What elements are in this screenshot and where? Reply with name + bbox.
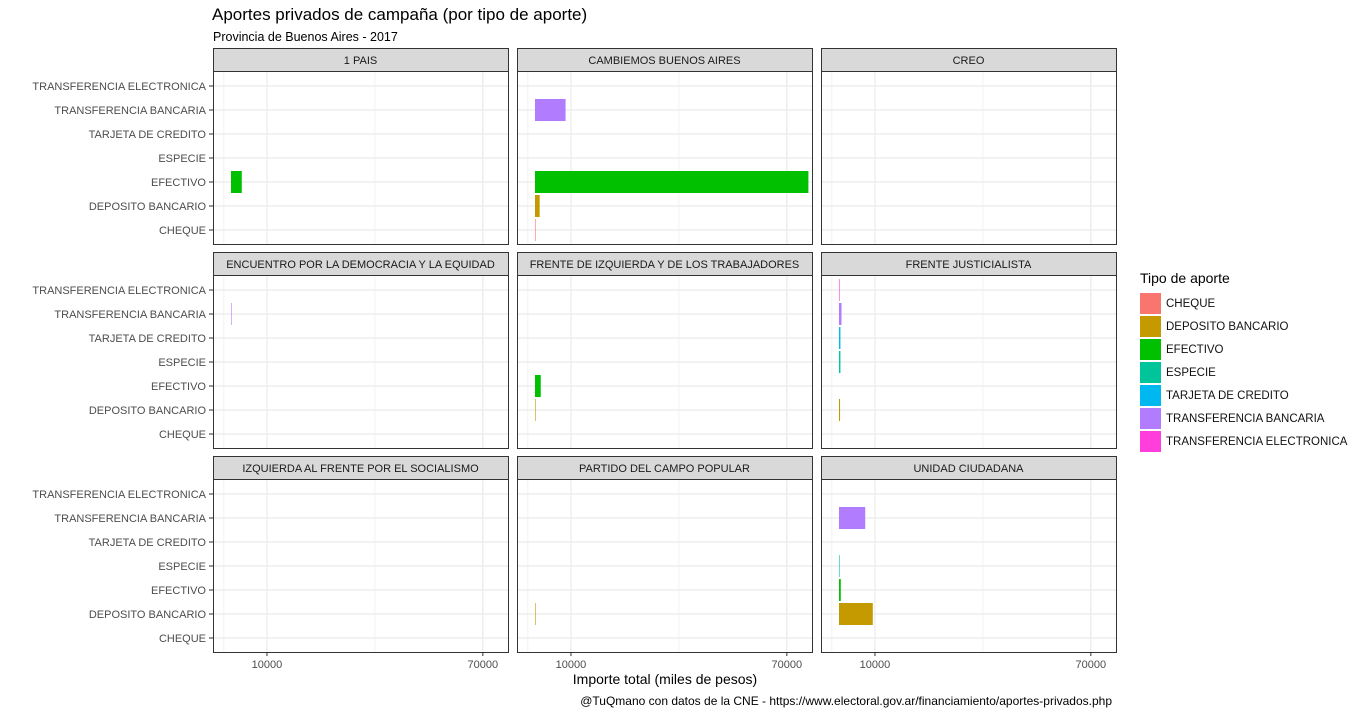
legend-item: ESPECIE	[1140, 361, 1347, 384]
y-tick-label: DEPOSITO BANCARIO	[89, 609, 207, 621]
y-tick-label: TRANSFERENCIA ELECTRONICA	[32, 81, 206, 93]
bar	[534, 603, 536, 625]
y-tick-label: TRANSFERENCIA BANCARIA	[54, 105, 206, 117]
y-tick-label: ESPECIE	[158, 153, 206, 165]
y-tick-label: ESPECIE	[158, 561, 206, 573]
bar	[838, 555, 840, 577]
facet-strip-label: CREO	[953, 55, 985, 67]
bar	[534, 171, 809, 193]
caption: @TuQmano con datos de la CNE - https://w…	[580, 694, 1112, 708]
y-tick-label: CHEQUE	[159, 633, 206, 645]
y-tick-label: TRANSFERENCIA ELECTRONICA	[32, 285, 206, 297]
chart-title: Aportes privados de campaña (por tipo de…	[212, 5, 588, 24]
x-tick-label: 10000	[556, 659, 587, 670]
bar	[838, 603, 873, 625]
bar	[230, 303, 232, 325]
panel-border	[821, 275, 1117, 449]
x-tick-label: 70000	[772, 659, 803, 670]
panel-border	[213, 479, 509, 653]
bar	[534, 99, 566, 121]
panel-border	[821, 479, 1117, 653]
legend-label: TRANSFERENCIA ELECTRONICA	[1166, 435, 1348, 448]
y-tick-label: ESPECIE	[158, 357, 206, 369]
bar	[838, 507, 866, 529]
panel-border	[213, 275, 509, 449]
legend-item: CHEQUE	[1140, 292, 1347, 315]
legend-item: TARJETA DE CREDITO	[1140, 384, 1347, 407]
y-tick-label: DEPOSITO BANCARIO	[89, 405, 207, 417]
chart-subtitle: Provincia de Buenos Aires - 2017	[213, 30, 398, 44]
bar	[534, 219, 536, 241]
facet-strip-label: ENCUENTRO POR LA DEMOCRACIA Y LA EQUIDAD	[226, 259, 495, 271]
y-tick-label: TARJETA DE CREDITO	[89, 333, 207, 345]
bar	[534, 195, 540, 217]
y-tick-label: TARJETA DE CREDITO	[89, 537, 207, 549]
legend-item: TRANSFERENCIA ELECTRONICA	[1140, 430, 1347, 453]
legend-label: CHEQUE	[1166, 297, 1216, 310]
legend-label: ESPECIE	[1166, 366, 1216, 379]
x-axis-label: Importe total (miles de pesos)	[572, 671, 758, 687]
y-tick-label: CHEQUE	[159, 225, 206, 237]
legend-swatch	[1140, 293, 1161, 314]
legend-label: DEPOSITO BANCARIO	[1166, 320, 1289, 333]
panel-border	[821, 71, 1117, 245]
y-tick-label: EFECTIVO	[151, 585, 206, 597]
faceted-bar-chart: 1 PAIS CHEQUE DEPOSITO BANCARIO EFECTIVO ESP…	[32, 48, 1117, 670]
x-tick-label: 10000	[860, 659, 891, 670]
legend-swatch	[1140, 385, 1161, 406]
bar	[230, 171, 242, 193]
y-tick-label: DEPOSITO BANCARIO	[89, 201, 207, 213]
legend-label: EFECTIVO	[1166, 343, 1224, 356]
facet-strip-label: CAMBIEMOS BUENOS AIRES	[588, 55, 740, 67]
legend-swatch	[1140, 316, 1161, 337]
legend-swatch	[1140, 339, 1161, 360]
legend-item: DEPOSITO BANCARIO	[1140, 315, 1347, 338]
legend-swatch	[1140, 431, 1161, 452]
y-tick-label: TRANSFERENCIA BANCARIA	[54, 309, 206, 321]
bar	[838, 579, 841, 601]
bar	[838, 279, 840, 301]
bar	[534, 375, 541, 397]
panel-border	[517, 479, 813, 653]
facet-strip-label: FRENTE DE IZQUIERDA Y DE LOS TRABAJADORE…	[530, 259, 800, 271]
legend-item: TRANSFERENCIA BANCARIA	[1140, 407, 1347, 430]
bar	[534, 399, 536, 421]
y-tick-label: TRANSFERENCIA ELECTRONICA	[32, 489, 206, 501]
y-tick-label: TARJETA DE CREDITO	[89, 129, 207, 141]
y-tick-label: EFECTIVO	[151, 177, 206, 189]
legend-swatch	[1140, 408, 1161, 429]
facet-strip-label: UNIDAD CIUDADANA	[913, 463, 1024, 475]
y-tick-label: CHEQUE	[159, 429, 206, 441]
y-tick-label: TRANSFERENCIA BANCARIA	[54, 513, 206, 525]
x-tick-label: 70000	[468, 659, 499, 670]
bar	[838, 351, 841, 373]
panel-border	[517, 71, 813, 245]
panel-border	[517, 275, 813, 449]
y-tick-label: EFECTIVO	[151, 381, 206, 393]
legend-item: EFECTIVO	[1140, 338, 1347, 361]
bar	[838, 327, 841, 349]
legend-label: TRANSFERENCIA BANCARIA	[1166, 412, 1325, 425]
legend-swatch	[1140, 362, 1161, 383]
facet-strip-label: IZQUIERDA AL FRENTE POR EL SOCIALISMO	[242, 463, 479, 475]
x-tick-label: 10000	[252, 659, 283, 670]
legend-label: TARJETA DE CREDITO	[1166, 389, 1289, 402]
bar	[838, 399, 841, 421]
panel-border	[213, 71, 509, 245]
facet-strip-label: 1 PAIS	[344, 55, 377, 67]
facet-strip-label: PARTIDO DEL CAMPO POPULAR	[579, 463, 750, 475]
legend-title: Tipo de aporte	[1140, 270, 1230, 286]
bar	[838, 303, 842, 325]
legend: Tipo de aporte CHEQUE DEPOSITO BANCARIO EF…	[1140, 270, 1347, 453]
facet-strip-label: FRENTE JUSTICIALISTA	[906, 259, 1032, 271]
x-tick-label: 70000	[1076, 659, 1107, 670]
